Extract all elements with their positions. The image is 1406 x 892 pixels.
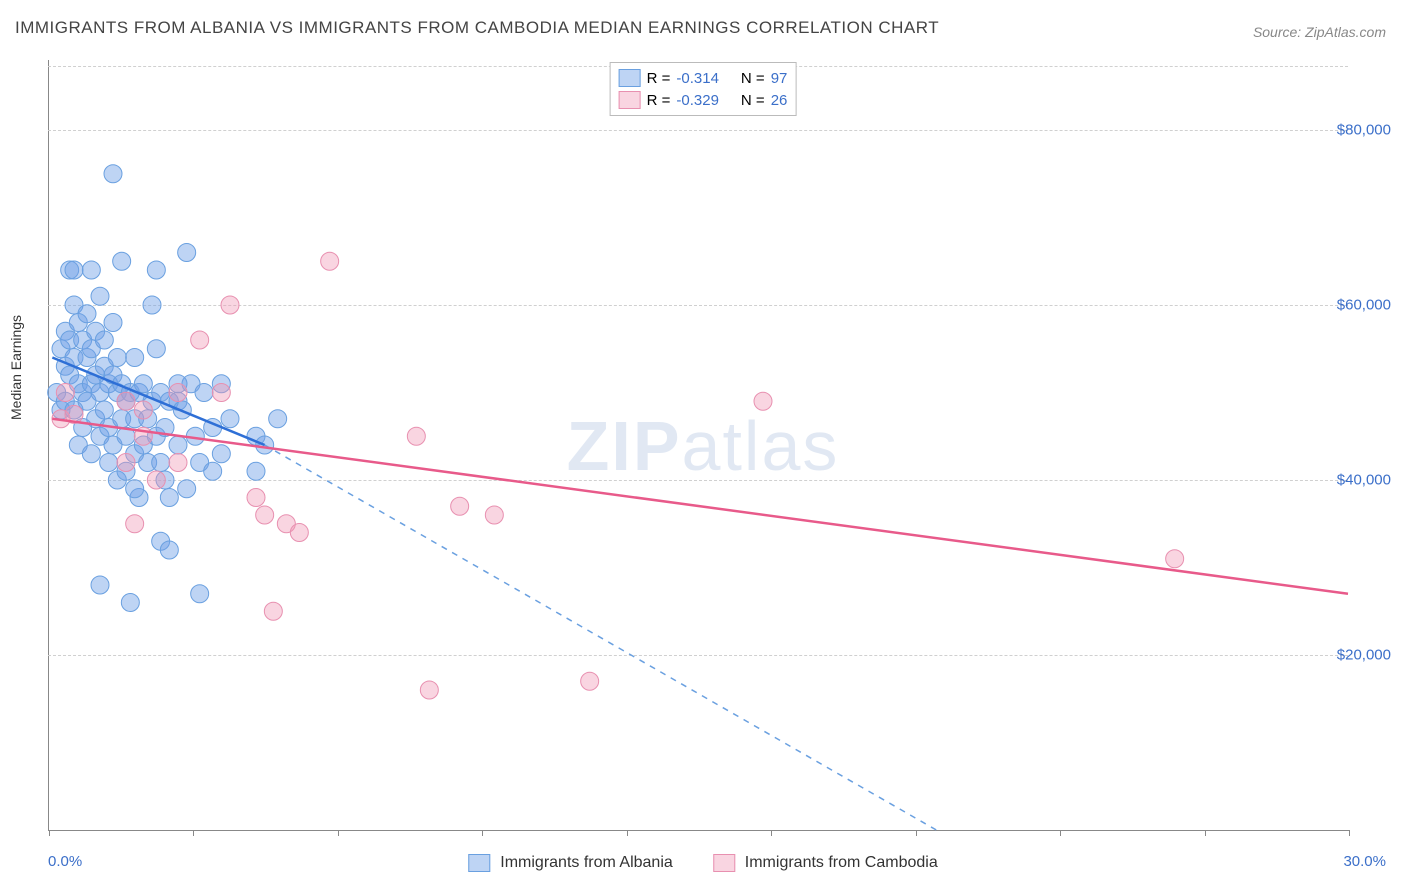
x-tick: [49, 830, 50, 836]
series-name-cambodia: Immigrants from Cambodia: [745, 854, 938, 872]
swatch-albania-icon: [468, 854, 490, 872]
source-label: Source: ZipAtlas.com: [1253, 24, 1386, 40]
x-tick: [338, 830, 339, 836]
n-value-albania: 97: [771, 70, 788, 87]
x-tick: [627, 830, 628, 836]
x-tick: [771, 830, 772, 836]
n-label: N =: [741, 70, 765, 87]
swatch-cambodia-icon: [713, 854, 735, 872]
swatch-albania-icon: [619, 69, 641, 87]
correlation-legend: R = -0.314 N = 97 R = -0.329 N = 26: [610, 62, 797, 116]
x-tick: [482, 830, 483, 836]
n-value-cambodia: 26: [771, 92, 788, 109]
series-name-albania: Immigrants from Albania: [500, 854, 673, 872]
x-tick: [916, 830, 917, 836]
r-value-cambodia: -0.329: [676, 92, 719, 109]
r-label: R =: [647, 92, 671, 109]
y-axis-label: Median Earnings: [8, 315, 24, 420]
x-axis-max-label: 30.0%: [1343, 853, 1386, 870]
swatch-cambodia-icon: [619, 91, 641, 109]
legend-row-cambodia: R = -0.329 N = 26: [619, 89, 788, 111]
r-value-albania: -0.314: [676, 70, 719, 87]
x-tick: [1060, 830, 1061, 836]
scatter-plot-svg: [48, 60, 1348, 830]
r-label: R =: [647, 70, 671, 87]
chart-title: IMMIGRANTS FROM ALBANIA VS IMMIGRANTS FR…: [15, 18, 939, 38]
x-axis-min-label: 0.0%: [48, 853, 82, 870]
x-tick: [193, 830, 194, 836]
legend-row-albania: R = -0.314 N = 97: [619, 67, 788, 89]
x-tick: [1349, 830, 1350, 836]
x-tick: [1205, 830, 1206, 836]
series-legend: Immigrants from Albania Immigrants from …: [468, 854, 937, 872]
n-label: N =: [741, 92, 765, 109]
